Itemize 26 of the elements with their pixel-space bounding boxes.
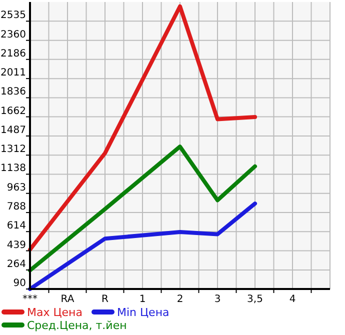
y-tick-label: 963 [6, 182, 26, 194]
y-tick-label: 90 [13, 278, 26, 289]
x-tick-label: RA [60, 294, 74, 305]
y-tick-label: 788 [6, 202, 26, 213]
y-tick-label: 439 [6, 240, 26, 251]
y-tick-label: 1662 [0, 106, 26, 117]
y-tick-label: 1836 [0, 86, 26, 98]
y-tick-label: 2186 [0, 48, 26, 60]
y-tick-label: 2011 [0, 68, 26, 79]
y-tick-label: 2535 [0, 10, 26, 22]
x-tick-label: 4 [289, 294, 296, 305]
y-tick-label: 264 [6, 258, 26, 270]
x-tick-label: R [102, 294, 109, 305]
x-tick-label: 1 [139, 294, 146, 305]
x-tick-label: 2 [176, 294, 184, 305]
y-tick-label: 614 [6, 220, 26, 232]
y-tick-label: 1312 [0, 144, 26, 156]
x-tick-label: 3,5 [247, 294, 263, 305]
y-tick-label: 2360 [0, 29, 26, 40]
legend-label: Min Цена [117, 306, 170, 319]
legend-label: Max Цена [27, 306, 82, 319]
x-tick-label: *** [22, 294, 38, 305]
legend-label: Сред.Цена, т.йен [27, 319, 127, 332]
y-tick-label: 1138 [0, 163, 26, 174]
y-tick-label: 1487 [0, 124, 26, 136]
x-tick-label: 3 [214, 294, 221, 305]
